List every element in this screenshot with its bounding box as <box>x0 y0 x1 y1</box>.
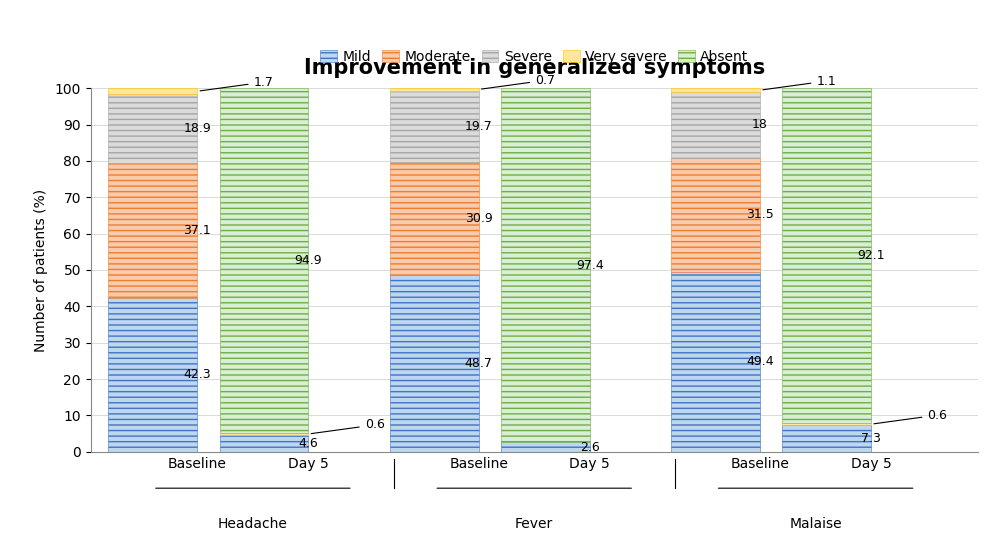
Bar <box>782 88 871 423</box>
Bar <box>671 272 760 452</box>
Bar <box>220 433 308 435</box>
Text: 48.7: 48.7 <box>465 356 493 370</box>
Legend: Mild, Moderate, Severe, Very severe, Absent: Mild, Moderate, Severe, Very severe, Abs… <box>314 44 754 69</box>
Text: 4.6: 4.6 <box>298 437 319 450</box>
Text: 94.9: 94.9 <box>294 254 323 267</box>
Bar <box>671 92 760 158</box>
Bar <box>109 88 198 94</box>
Bar <box>671 88 760 92</box>
Bar <box>390 275 479 452</box>
Bar <box>782 423 871 425</box>
Bar <box>390 88 479 91</box>
Text: 19.7: 19.7 <box>465 120 493 133</box>
Text: Malaise: Malaise <box>789 517 842 531</box>
Text: 18.9: 18.9 <box>183 122 212 135</box>
Text: 31.5: 31.5 <box>746 208 774 222</box>
Text: 0.6: 0.6 <box>874 409 948 424</box>
Text: Headache: Headache <box>218 517 288 531</box>
Bar <box>109 163 198 298</box>
Text: 0.6: 0.6 <box>311 418 385 434</box>
Bar <box>501 88 590 442</box>
Text: 1.7: 1.7 <box>201 75 273 91</box>
Text: 2.6: 2.6 <box>580 441 600 453</box>
Text: Fever: Fever <box>515 517 553 531</box>
Text: 7.3: 7.3 <box>861 432 881 445</box>
Bar <box>390 163 479 275</box>
Text: 30.9: 30.9 <box>465 212 493 225</box>
Bar <box>220 435 308 452</box>
Text: 37.1: 37.1 <box>183 224 212 237</box>
Text: 18: 18 <box>752 118 768 131</box>
Bar <box>109 298 198 452</box>
Text: 92.1: 92.1 <box>858 249 885 262</box>
Bar <box>109 94 198 163</box>
Text: 42.3: 42.3 <box>183 369 211 381</box>
Title: Improvement in generalized symptoms: Improvement in generalized symptoms <box>303 58 765 78</box>
Text: 97.4: 97.4 <box>576 259 604 272</box>
Bar <box>390 91 479 163</box>
Text: 0.7: 0.7 <box>482 74 555 89</box>
Bar <box>671 158 760 272</box>
Bar <box>782 425 871 452</box>
Bar <box>220 88 308 433</box>
Y-axis label: Number of patients (%): Number of patients (%) <box>33 188 47 352</box>
Text: 1.1: 1.1 <box>763 74 836 90</box>
Bar <box>501 442 590 452</box>
Text: 49.4: 49.4 <box>746 355 774 369</box>
